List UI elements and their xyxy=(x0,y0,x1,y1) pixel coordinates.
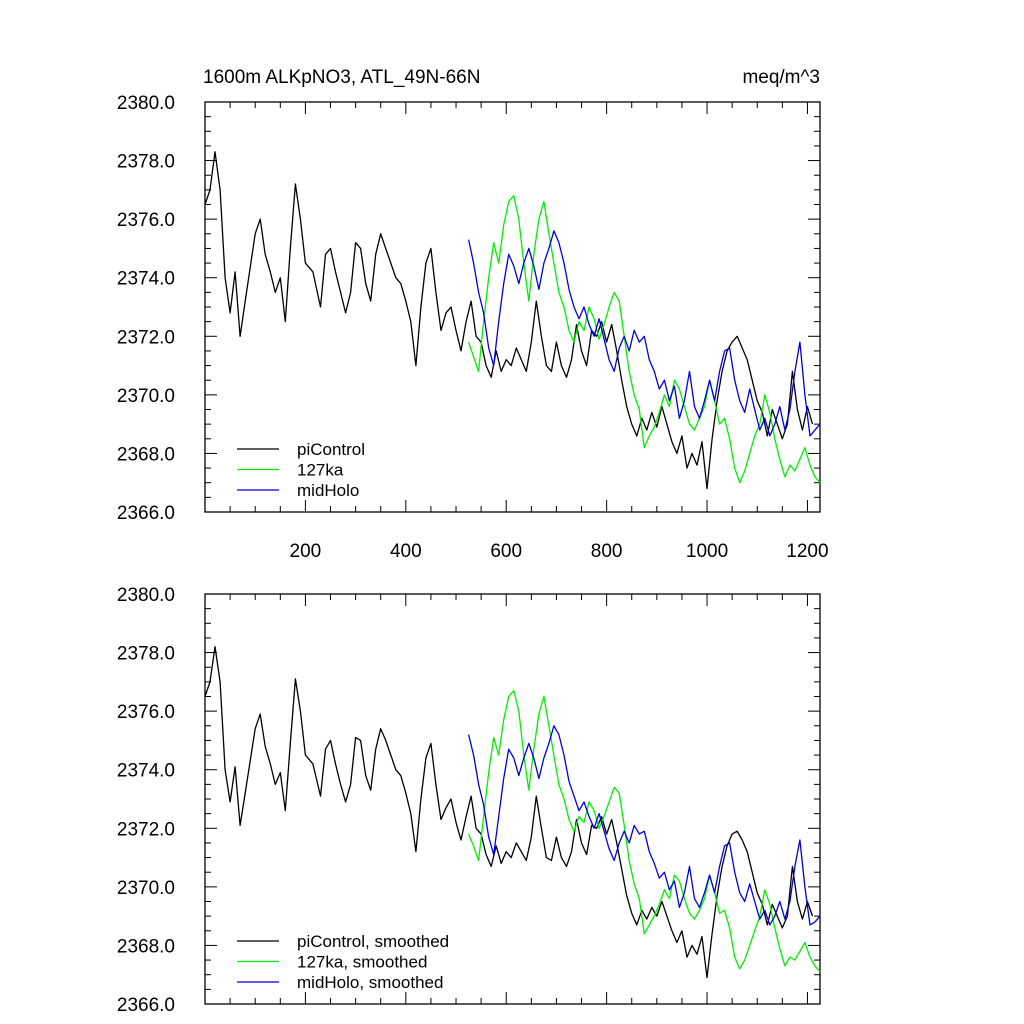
series-layer xyxy=(204,646,821,979)
series-line-127ka xyxy=(468,689,821,973)
y-tick-label: 2368.0 xyxy=(117,444,175,465)
series-line-picontrol xyxy=(204,646,814,979)
y-tick-label: 2374.0 xyxy=(117,761,175,782)
y-tick-label: 2370.0 xyxy=(117,878,175,899)
series-line-picontrol xyxy=(204,151,814,490)
y-tick-label: 2366.0 xyxy=(117,503,175,524)
y-tick-label: 2372.0 xyxy=(117,819,175,840)
chart-panel-bottom: 2366.0 2368.0 2370.0 2372.0 2374.0 2376.0 2378… xyxy=(117,585,821,1016)
y-tick-label: 2366.0 xyxy=(117,995,175,1016)
legend-label: piControl, smoothed xyxy=(297,932,449,951)
axes: 2366.0 2368.0 2370.0 2372.0 2374.0 2376.0 2378… xyxy=(117,93,829,562)
x-tick-label: 1000 xyxy=(686,541,728,562)
y-tick-label: 2376.0 xyxy=(117,210,175,231)
y-tick-label: 2370.0 xyxy=(117,386,175,407)
axes: 2366.0 2368.0 2370.0 2372.0 2374.0 2376.0 2378… xyxy=(117,585,820,1016)
series-line-127ka xyxy=(467,195,821,484)
legend-label: 127ka, smoothed xyxy=(297,953,427,972)
series-layer xyxy=(204,151,821,490)
y-tick-label: 2368.0 xyxy=(117,936,175,957)
y-tick-label: 2378.0 xyxy=(117,152,175,173)
x-tick-label: 800 xyxy=(591,541,623,562)
y-tick-label: 2380.0 xyxy=(117,93,175,114)
x-tick-label: 400 xyxy=(390,541,422,562)
y-tick-label: 2376.0 xyxy=(117,702,175,723)
legend-label: 127ka xyxy=(297,461,344,480)
legend-label: midHolo, smoothed xyxy=(297,973,443,992)
chart-title: 1600m ALKpNO3, ATL_49N-66N xyxy=(203,67,480,88)
x-tick-label: 600 xyxy=(490,541,522,562)
chart-units: meq/m^3 xyxy=(742,67,820,88)
series-line-midholo xyxy=(467,725,821,926)
legend: piControl, smoothed 127ka, smoothedmidHol… xyxy=(237,932,449,992)
y-tick-label: 2374.0 xyxy=(117,269,175,290)
y-tick-label: 2380.0 xyxy=(117,585,175,606)
series-line-midholo xyxy=(467,230,821,437)
legend-label: piControl xyxy=(297,440,365,459)
chart-panel-top: 1600m ALKpNO3, ATL_49N-66N meq/m^3 2366.… xyxy=(117,67,829,562)
y-tick-label: 2372.0 xyxy=(117,327,175,348)
x-tick-label: 200 xyxy=(290,541,322,562)
y-tick-label: 2378.0 xyxy=(117,644,175,665)
x-tick-label: 1200 xyxy=(786,541,828,562)
legend-label: midHolo xyxy=(297,481,359,500)
